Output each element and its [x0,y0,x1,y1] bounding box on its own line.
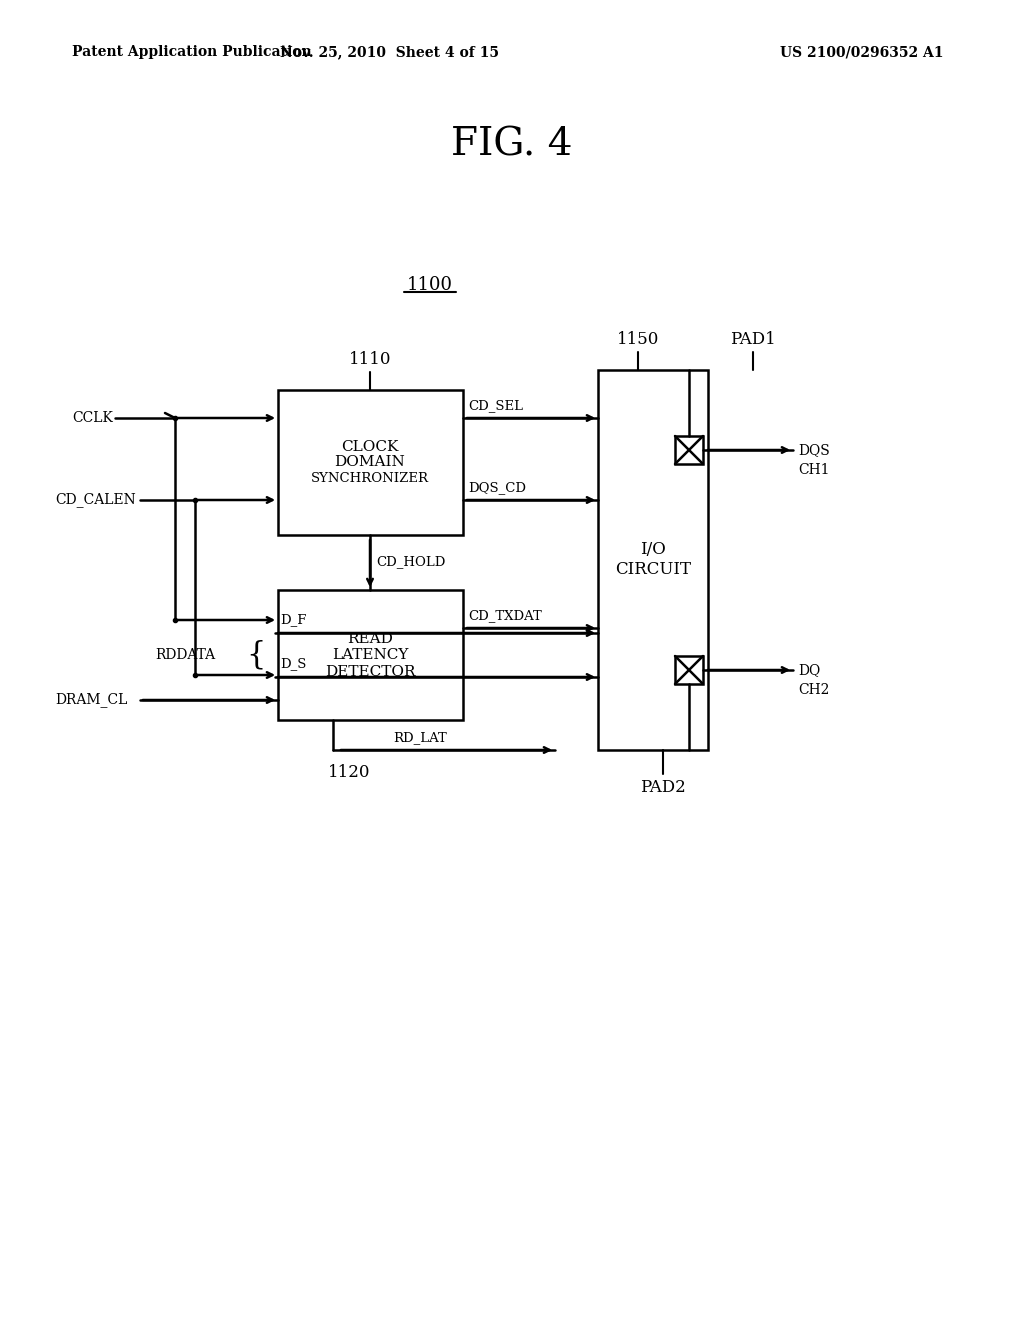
Text: RDDATA: RDDATA [155,648,215,663]
Text: DRAM_CL: DRAM_CL [55,693,127,708]
Bar [278,389,463,535]
Text: CD_HOLD: CD_HOLD [376,556,445,569]
Bar [598,370,708,750]
Text: CCLK: CCLK [72,411,113,425]
Text: FIG. 4: FIG. 4 [452,127,572,164]
Text: DQS_CD: DQS_CD [468,482,526,495]
Text: 1100: 1100 [407,276,453,294]
Text: PAD1: PAD1 [730,331,776,348]
Text: DQS: DQS [798,444,829,457]
Text: RD_LAT: RD_LAT [393,731,446,744]
Text: D_F: D_F [280,614,306,627]
Text: {: { [246,639,265,671]
Text: CH2: CH2 [798,682,829,697]
Text: DETECTOR: DETECTOR [325,665,416,678]
Text: READ: READ [347,632,393,645]
Text: 1120: 1120 [328,764,371,781]
Text: LATENCY: LATENCY [332,648,409,663]
Text: PAD2: PAD2 [640,780,686,796]
Text: 1110: 1110 [349,351,391,368]
Bar [278,590,463,719]
Text: Patent Application Publication: Patent Application Publication [72,45,311,59]
Text: Nov. 25, 2010  Sheet 4 of 15: Nov. 25, 2010 Sheet 4 of 15 [281,45,500,59]
Bar [675,656,703,684]
Bar [675,436,703,465]
Text: CH1: CH1 [798,463,829,477]
Text: SYNCHRONIZER: SYNCHRONIZER [311,473,429,486]
Text: DOMAIN: DOMAIN [335,455,406,469]
Text: CLOCK: CLOCK [341,440,398,454]
Text: CIRCUIT: CIRCUIT [615,561,691,578]
Text: CD_TXDAT: CD_TXDAT [468,610,542,623]
Text: D_S: D_S [280,657,306,671]
Text: CD_CALEN: CD_CALEN [55,492,136,507]
Text: DQ: DQ [798,663,820,677]
Text: I/O: I/O [640,541,666,558]
Text: US 2100/0296352 A1: US 2100/0296352 A1 [780,45,943,59]
Text: 1150: 1150 [616,331,659,348]
Text: CD_SEL: CD_SEL [468,400,523,412]
